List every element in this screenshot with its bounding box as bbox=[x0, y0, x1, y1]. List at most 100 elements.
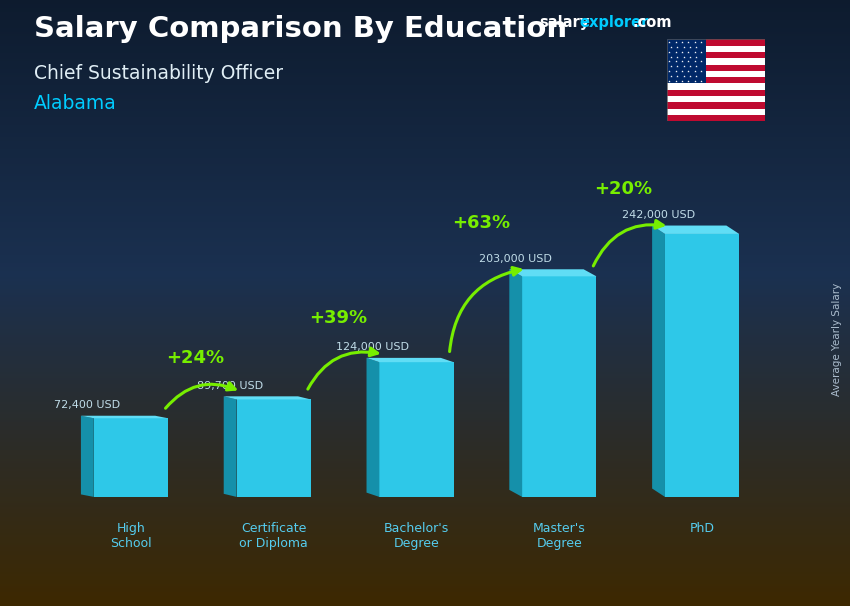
Bar bbox=[0, 101, 850, 103]
Bar bbox=[0, 283, 850, 285]
Bar bbox=[0, 83, 850, 85]
Bar bbox=[0, 48, 850, 50]
Bar bbox=[0, 468, 850, 471]
Bar bbox=[0, 345, 850, 347]
Polygon shape bbox=[522, 276, 597, 497]
Bar bbox=[0, 224, 850, 226]
Bar bbox=[0, 133, 850, 135]
Bar bbox=[0, 499, 850, 501]
Bar bbox=[667, 45, 765, 52]
Bar bbox=[0, 541, 850, 544]
Text: 124,000 USD: 124,000 USD bbox=[337, 342, 410, 352]
Bar bbox=[667, 90, 765, 96]
Bar bbox=[0, 483, 850, 485]
Bar bbox=[0, 206, 850, 208]
Bar bbox=[0, 471, 850, 473]
Bar bbox=[0, 268, 850, 271]
Bar bbox=[0, 24, 850, 26]
Bar bbox=[0, 89, 850, 91]
Bar bbox=[0, 18, 850, 20]
Bar bbox=[0, 364, 850, 365]
Bar bbox=[0, 392, 850, 394]
Bar bbox=[0, 448, 850, 450]
Bar bbox=[0, 91, 850, 93]
Bar bbox=[0, 456, 850, 459]
Bar bbox=[0, 279, 850, 281]
Bar bbox=[0, 262, 850, 265]
Bar bbox=[0, 325, 850, 327]
Bar bbox=[0, 459, 850, 461]
Bar bbox=[0, 562, 850, 564]
Bar bbox=[0, 56, 850, 59]
Bar bbox=[0, 485, 850, 487]
Polygon shape bbox=[81, 416, 94, 497]
Bar bbox=[0, 26, 850, 28]
Bar bbox=[0, 570, 850, 571]
Bar bbox=[0, 426, 850, 428]
Bar bbox=[0, 111, 850, 113]
Bar bbox=[0, 553, 850, 556]
Text: +63%: +63% bbox=[451, 214, 510, 232]
Bar bbox=[0, 479, 850, 481]
Bar bbox=[0, 20, 850, 22]
Bar bbox=[0, 495, 850, 497]
Bar bbox=[0, 362, 850, 364]
Text: Alabama: Alabama bbox=[34, 94, 116, 113]
Polygon shape bbox=[94, 418, 168, 497]
Text: 72,400 USD: 72,400 USD bbox=[54, 400, 121, 410]
Bar bbox=[0, 311, 850, 313]
Bar bbox=[0, 38, 850, 41]
Bar bbox=[0, 65, 850, 67]
Bar bbox=[0, 267, 850, 268]
Bar bbox=[667, 115, 765, 121]
Bar bbox=[0, 382, 850, 384]
Bar bbox=[0, 418, 850, 420]
Bar bbox=[667, 39, 765, 45]
Bar bbox=[0, 14, 850, 16]
Bar bbox=[0, 184, 850, 186]
Bar bbox=[0, 299, 850, 301]
Bar bbox=[0, 376, 850, 378]
Bar bbox=[0, 580, 850, 582]
Bar bbox=[0, 121, 850, 123]
Bar bbox=[0, 202, 850, 204]
Bar bbox=[0, 141, 850, 144]
Bar bbox=[0, 384, 850, 386]
Bar bbox=[0, 305, 850, 307]
Bar bbox=[0, 505, 850, 507]
Bar bbox=[0, 50, 850, 53]
Bar bbox=[0, 370, 850, 371]
Polygon shape bbox=[224, 396, 236, 497]
Bar bbox=[0, 295, 850, 297]
Bar bbox=[0, 291, 850, 293]
Bar bbox=[0, 132, 850, 133]
Bar bbox=[0, 248, 850, 250]
Bar bbox=[0, 359, 850, 362]
Bar bbox=[0, 171, 850, 174]
Bar bbox=[0, 374, 850, 376]
Bar bbox=[0, 113, 850, 115]
Bar bbox=[0, 351, 850, 353]
Bar bbox=[0, 568, 850, 570]
Polygon shape bbox=[665, 234, 740, 497]
Bar bbox=[0, 441, 850, 442]
Bar bbox=[0, 558, 850, 559]
Bar bbox=[0, 174, 850, 176]
Text: High
School: High School bbox=[110, 522, 151, 550]
Bar bbox=[0, 529, 850, 531]
Bar bbox=[0, 244, 850, 247]
Bar bbox=[0, 182, 850, 184]
Bar bbox=[0, 412, 850, 414]
Bar bbox=[0, 390, 850, 392]
Bar bbox=[0, 493, 850, 495]
Bar bbox=[0, 338, 850, 339]
Bar bbox=[0, 6, 850, 8]
Bar bbox=[0, 153, 850, 156]
Bar bbox=[0, 81, 850, 83]
Text: explorer: explorer bbox=[580, 15, 649, 30]
Bar bbox=[0, 396, 850, 398]
Bar bbox=[0, 462, 850, 465]
Bar bbox=[0, 598, 850, 600]
Bar bbox=[0, 77, 850, 79]
Bar bbox=[0, 59, 850, 61]
